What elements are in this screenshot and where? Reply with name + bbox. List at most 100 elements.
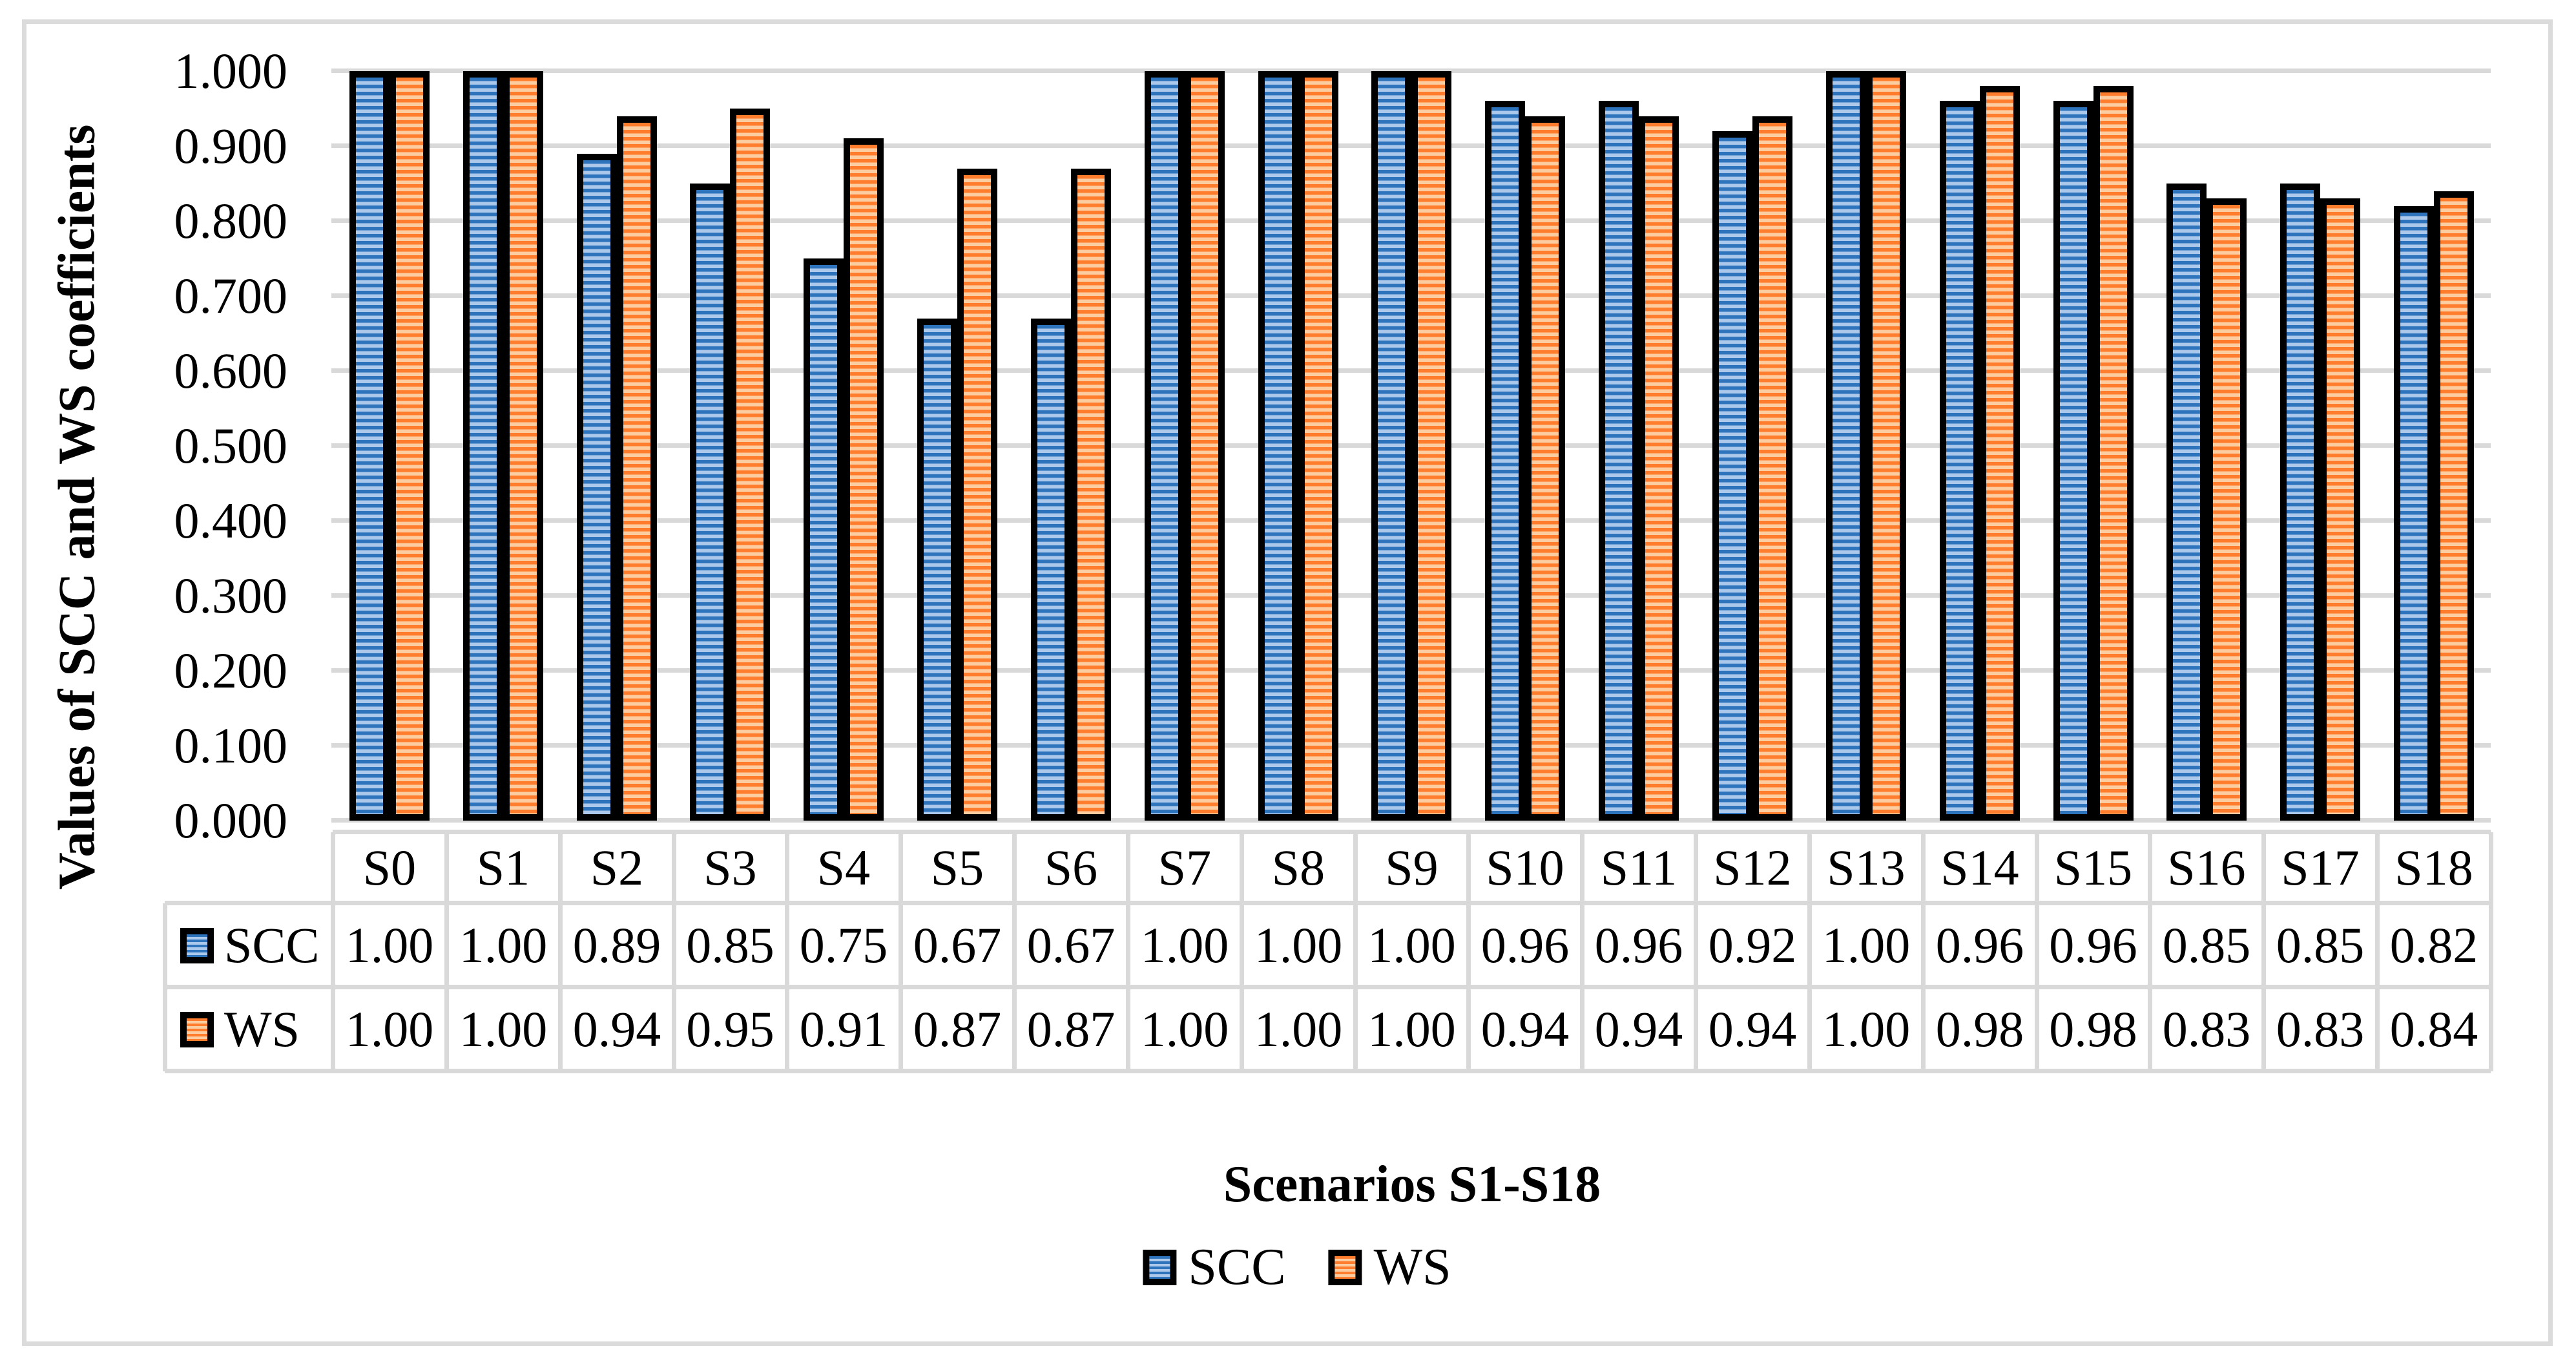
table-cell: 0.91	[799, 1001, 888, 1057]
table-header-s6: S6	[1044, 839, 1098, 896]
table-border	[2261, 832, 2266, 1071]
y-axis-tick	[331, 743, 348, 748]
chart-legend: SCC WS	[1143, 1238, 1451, 1297]
y-axis-tick-label: 1.000	[174, 43, 288, 99]
bar-ws-s8	[1298, 71, 1338, 821]
y-axis-tick	[331, 818, 348, 823]
table-border	[1012, 832, 1017, 1071]
table-border	[1466, 832, 1471, 1071]
y-axis-tick	[331, 293, 348, 298]
bar-scc-s1	[463, 71, 503, 821]
y-axis-tick-label: 0.500	[174, 417, 288, 474]
table-header-s7: S7	[1158, 839, 1212, 896]
bar-ws-s9	[1411, 71, 1451, 821]
bar-ws-s16	[2207, 198, 2247, 821]
table-header-s12: S12	[1713, 839, 1792, 896]
bar-ws-s11	[1639, 116, 1679, 821]
table-cell: 1.00	[459, 917, 548, 973]
bar-ws-s10	[1525, 116, 1565, 821]
table-header-s1: S1	[476, 839, 530, 896]
table-row-label-text: WS	[224, 1001, 300, 1057]
table-border	[785, 832, 789, 1071]
y-axis-tick-label: 0.600	[174, 342, 288, 399]
table-border	[558, 832, 563, 1071]
y-axis-tick-label: 0.300	[174, 567, 288, 624]
bar-ws-s1	[503, 71, 543, 821]
table-border	[672, 832, 676, 1071]
table-cell: 1.00	[1822, 1001, 1911, 1057]
bar-ws-s3	[730, 109, 770, 821]
table-cell: 0.67	[913, 917, 1002, 973]
table-cell: 1.00	[1140, 917, 1229, 973]
table-border	[1126, 832, 1130, 1071]
y-axis-tick-label: 0.900	[174, 118, 288, 174]
bar-scc-s13	[1826, 71, 1866, 821]
table-cell: 0.96	[1935, 917, 2024, 973]
table-border	[1240, 832, 1244, 1071]
table-cell: 1.00	[345, 1001, 434, 1057]
table-cell: 0.84	[2389, 1001, 2478, 1057]
y-axis-tick	[331, 668, 348, 673]
bar-scc-s3	[690, 184, 730, 821]
bar-scc-s6	[1031, 319, 1071, 821]
table-border	[1807, 832, 1812, 1071]
table-border	[165, 985, 2491, 989]
table-border	[165, 901, 2491, 905]
y-axis-tick-label: 0.000	[174, 792, 288, 848]
table-border	[333, 830, 2491, 834]
table-cell: 1.00	[1254, 1001, 1343, 1057]
figure-border	[22, 19, 2553, 1346]
table-border	[444, 832, 449, 1071]
bar-scc-s17	[2280, 184, 2320, 821]
bar-ws-s12	[1752, 116, 1792, 821]
y-axis-tick-label: 0.400	[174, 492, 288, 549]
table-cell: 0.87	[913, 1001, 1002, 1057]
table-header-s5: S5	[930, 839, 984, 896]
table-header-s17: S17	[2281, 839, 2360, 896]
table-cell: 0.85	[2162, 917, 2251, 973]
bar-scc-s9	[1371, 71, 1411, 821]
x-axis-title: Scenarios S1-S18	[1223, 1156, 1601, 1213]
table-header-s9: S9	[1385, 839, 1439, 896]
y-axis-tick	[331, 368, 348, 373]
table-border	[1694, 832, 1698, 1071]
bar-ws-s7	[1185, 71, 1225, 821]
table-header-s2: S2	[590, 839, 644, 896]
table-border	[165, 1069, 2491, 1073]
bar-scc-s16	[2166, 184, 2207, 821]
table-border	[2148, 832, 2152, 1071]
table-cell: 0.83	[2276, 1001, 2365, 1057]
table-border	[898, 832, 903, 1071]
table-cell: 0.92	[1708, 917, 1797, 973]
table-cell: 0.67	[1026, 917, 1116, 973]
table-row-label-ws: WS	[165, 987, 333, 1071]
bar-ws-s15	[2093, 86, 2134, 821]
bar-scc-s5	[917, 319, 957, 821]
table-cell: 1.00	[1254, 917, 1343, 973]
table-cell: 0.98	[1935, 1001, 2024, 1057]
table-header-s10: S10	[1486, 839, 1564, 896]
legend-key-ws-icon	[180, 1011, 214, 1047]
y-axis-tick-label: 0.100	[174, 717, 288, 773]
table-cell: 0.83	[2162, 1001, 2251, 1057]
table-cell: 1.00	[345, 917, 434, 973]
table-header-s8: S8	[1271, 839, 1325, 896]
table-header-s0: S0	[362, 839, 417, 896]
y-axis-tick	[331, 143, 348, 148]
legend-swatch-ws-icon	[1328, 1250, 1362, 1285]
table-row-label-text: SCC	[224, 917, 320, 973]
table-cell: 0.96	[1480, 917, 1570, 973]
table-cell: 0.94	[1594, 1001, 1683, 1057]
table-border	[2035, 832, 2039, 1071]
legend-label-ws: WS	[1373, 1239, 1451, 1296]
legend-label-scc: SCC	[1188, 1239, 1286, 1296]
bar-scc-s18	[2394, 206, 2434, 821]
legend-item-ws: WS	[1328, 1238, 1451, 1297]
table-header-s14: S14	[1940, 839, 2019, 896]
bar-scc-s14	[1940, 101, 1980, 821]
table-header-s13: S13	[1827, 839, 1906, 896]
bar-ws-s0	[390, 71, 430, 821]
bar-ws-s2	[617, 116, 657, 821]
bar-scc-s8	[1258, 71, 1298, 821]
